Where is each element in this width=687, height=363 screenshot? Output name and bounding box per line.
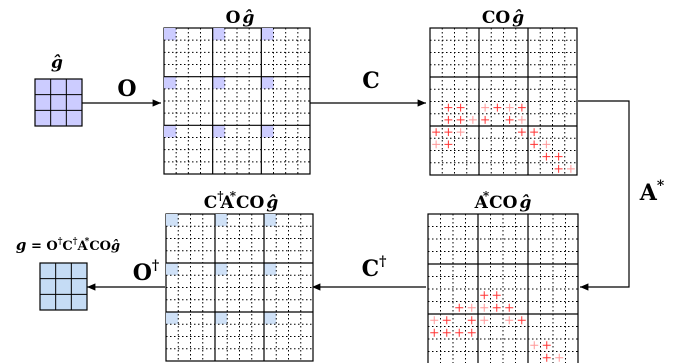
grid-CACO-title-sup2: * bbox=[230, 189, 237, 203]
output-grid-background bbox=[39, 262, 88, 311]
output-title-a: A bbox=[77, 239, 89, 254]
output-title-star: * bbox=[85, 237, 90, 247]
operator-O-label: O bbox=[117, 76, 136, 102]
grid-ACO-title: A*CO ĝ bbox=[474, 189, 532, 213]
operator-C-dagger-sup: † bbox=[379, 254, 386, 270]
grid-CACO-sample-cell bbox=[215, 312, 228, 325]
grid-ACO-title-sup: * bbox=[483, 189, 490, 203]
grid-O-sample-cell bbox=[164, 76, 177, 89]
grid-CO-group: CO ĝ bbox=[429, 8, 578, 176]
grid-ACO-title-ghat: ĝ bbox=[519, 193, 531, 213]
grid-CACO-title-ghat: ĝ bbox=[266, 193, 278, 213]
grid-ACO-group: A*CO ĝ bbox=[427, 189, 579, 363]
grid-CACO-sample-cell bbox=[215, 214, 228, 227]
grid-CACO-sample-cell bbox=[264, 214, 277, 227]
grid-O-title-op: O bbox=[226, 8, 241, 28]
grid-CACO-title-a: C bbox=[204, 193, 218, 213]
grid-O-sample-cell bbox=[261, 125, 274, 138]
operator-O-dagger-label: O† bbox=[133, 258, 160, 286]
output-title-c: C bbox=[62, 239, 72, 254]
arrow-A-star bbox=[578, 100, 630, 291]
output-title-dag2: † bbox=[73, 237, 78, 247]
grid-CACO-title-b: A bbox=[220, 193, 235, 213]
output-grid-title: g = O†C†A*COĝ bbox=[16, 236, 120, 254]
operator-C-label: C bbox=[362, 68, 380, 94]
input-grid-group: ĝ bbox=[34, 53, 83, 127]
grid-O bbox=[163, 27, 311, 175]
grid-CACO-sample-cell bbox=[166, 312, 179, 325]
input-grid bbox=[34, 78, 83, 127]
operator-C-dagger-base: C bbox=[362, 256, 380, 282]
grid-ACO-frame bbox=[427, 213, 579, 363]
operator-A-base: A bbox=[639, 180, 658, 206]
operator-O-dagger-base: O bbox=[133, 260, 152, 286]
input-grid-background bbox=[34, 78, 83, 127]
output-title-co: CO bbox=[89, 239, 111, 254]
grid-CACO-title-c: CO bbox=[236, 193, 265, 213]
grid-CO bbox=[429, 27, 578, 176]
output-title-dag1: † bbox=[58, 237, 63, 247]
grid-O-sample-cell bbox=[261, 76, 274, 89]
operator-C-dagger-label: C† bbox=[362, 254, 387, 282]
grid-CACO-title-sup1: † bbox=[217, 189, 223, 203]
operator-A-star-label: A* bbox=[639, 178, 665, 206]
grid-O-sample-cell bbox=[212, 28, 225, 41]
grid-ACO-title-b: CO bbox=[489, 193, 518, 213]
grid-O-sample-cell bbox=[164, 28, 177, 41]
grid-CACO-sample-cell bbox=[166, 263, 179, 276]
grid-CO-title-ghat: ĝ bbox=[512, 8, 524, 28]
input-grid-title: ĝ bbox=[51, 53, 63, 73]
output-grid-group: g = O†C†A*COĝ bbox=[16, 236, 120, 311]
grid-CACO-sample-cell bbox=[166, 214, 179, 227]
operator-A-sup: * bbox=[657, 178, 665, 194]
grid-CACO-title: C†A*CO ĝ bbox=[204, 189, 279, 213]
grid-CACO bbox=[165, 213, 314, 362]
output-title-g: g bbox=[16, 236, 27, 254]
grid-CO-title: CO ĝ bbox=[482, 8, 524, 28]
grid-O-sample-cell bbox=[261, 28, 274, 41]
grid-O-sample-cell bbox=[164, 125, 177, 138]
grid-O-sample-cell bbox=[212, 76, 225, 89]
grid-ACO bbox=[427, 213, 579, 363]
grid-CACO-group: C†A*CO ĝ bbox=[165, 189, 314, 362]
grid-CACO-sample-cell bbox=[215, 263, 228, 276]
output-title-eq: = O bbox=[26, 239, 57, 254]
grid-O-sample-cell bbox=[212, 125, 225, 138]
grid-CO-title-op: CO bbox=[482, 8, 511, 28]
output-grid bbox=[39, 262, 88, 311]
output-title-ghat: ĝ bbox=[111, 239, 120, 254]
operator-O-dagger-sup: † bbox=[152, 258, 159, 274]
grid-O-title-ghat: ĝ bbox=[242, 8, 254, 28]
grid-ACO-title-a: A bbox=[474, 193, 489, 213]
grid-CACO-sample-cell bbox=[264, 312, 277, 325]
grid-CACO-sample-cell bbox=[264, 263, 277, 276]
